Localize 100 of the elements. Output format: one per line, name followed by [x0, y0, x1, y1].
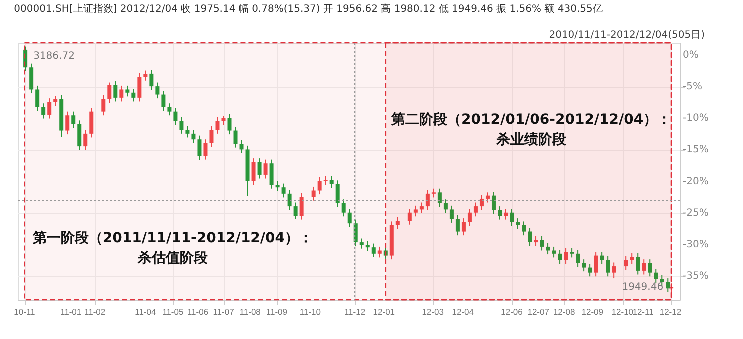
- candlestick: [198, 135, 202, 161]
- candlestick: [192, 130, 196, 144]
- candlestick: [72, 111, 76, 129]
- candlestick: [648, 259, 652, 278]
- candlestick: [444, 199, 448, 214]
- candlestick: [414, 205, 418, 218]
- x-tick-label: 12-06: [501, 307, 524, 317]
- candlestick: [612, 262, 616, 280]
- candlestick: [216, 117, 220, 134]
- candlestick: [384, 246, 388, 260]
- candlestick: [492, 192, 496, 215]
- candlestick: [654, 268, 658, 284]
- candlestick: [450, 205, 454, 224]
- candlestick: [372, 243, 376, 258]
- x-tick-label: 12-08: [553, 307, 576, 317]
- chart-subtitle: 2010/11/11-2012/12/04(505日): [549, 30, 706, 41]
- candlestick: [408, 208, 412, 226]
- candlestick: [180, 117, 184, 134]
- x-tick-label: 11-06: [187, 307, 209, 317]
- candlestick: [126, 85, 130, 98]
- candlestick: [636, 252, 640, 276]
- candlestick: [600, 252, 604, 265]
- candlestick: [540, 236, 544, 252]
- candlestick: [114, 81, 118, 102]
- candlestick: [132, 88, 136, 102]
- candlestick: [138, 72, 142, 102]
- candlestick: [330, 176, 334, 189]
- candlestick: [24, 46, 28, 72]
- candlestick: [624, 256, 628, 271]
- candlestick: [312, 186, 316, 202]
- candlestick: [300, 192, 304, 220]
- x-tick-label: 11-09: [266, 307, 288, 317]
- y-tick-label: -30%: [683, 239, 709, 250]
- candlestick: [144, 70, 148, 82]
- candlestick: [108, 82, 112, 104]
- candlestick: [258, 158, 262, 180]
- x-tick-label: 11-04: [135, 307, 157, 317]
- candlestick: [276, 180, 280, 192]
- candlestick: [150, 70, 154, 91]
- candlestick: [438, 188, 442, 208]
- candlestick: [396, 216, 400, 230]
- candlestick: [666, 278, 670, 293]
- candlestick: [534, 236, 538, 247]
- candlestick: [348, 208, 352, 228]
- x-tick-label: 11-10: [300, 307, 322, 317]
- candlestick: [462, 218, 466, 236]
- candlestick: [342, 199, 346, 218]
- candlestick: [102, 94, 106, 116]
- candlestick: [162, 90, 166, 112]
- x-tick-label: 11-02: [84, 307, 106, 317]
- candlestick: [168, 103, 172, 116]
- x-tick-label: 10-11: [14, 307, 36, 317]
- band-label: 第二阶段（2012/01/06-2012/12/04）：杀业绩阶段: [390, 112, 672, 148]
- candlestick: [582, 259, 586, 272]
- candlestick: [288, 190, 292, 211]
- candlestick: [366, 240, 370, 252]
- candlestick: [318, 177, 322, 196]
- candlestick: [78, 120, 82, 151]
- candlestick: [336, 180, 340, 208]
- candlestick: [294, 202, 298, 220]
- candlestick: [90, 108, 94, 138]
- candlestick: [588, 264, 592, 278]
- x-tick-label: 12-10: [612, 307, 634, 317]
- candlestick: [282, 183, 286, 198]
- candlestick: [240, 140, 244, 154]
- candlestick: [594, 252, 598, 278]
- candlestick: [630, 252, 634, 265]
- x-tick-label: 12-04: [452, 307, 474, 317]
- chart-title: 000001.SH[上证指数] 2012/12/04 收 1975.14 幅 0.78%(15.37) 开 1956.62 高 1980.12 低 1949.46 振 1.56% 额 430.55亿: [14, 3, 603, 15]
- candlestick: [54, 96, 58, 107]
- y-tick-label: -20%: [683, 176, 709, 188]
- candlestick: [120, 85, 124, 102]
- candlestick: [36, 85, 40, 112]
- candlestick: [486, 192, 490, 204]
- candlestick: [30, 63, 34, 94]
- candlestick: [426, 190, 430, 211]
- x-tick-label: 12-01: [373, 307, 396, 317]
- candlestick: [576, 250, 580, 268]
- x-tick-label: 11-05: [162, 307, 184, 317]
- candlestick: [498, 206, 502, 220]
- candlestick: [174, 108, 178, 126]
- candlestick: [516, 218, 520, 230]
- candlestick: [156, 82, 160, 100]
- x-tick-label: 12-12: [660, 307, 682, 317]
- candlestick: [468, 208, 472, 227]
- candlestick: [186, 126, 190, 138]
- candlestick: [228, 114, 232, 136]
- candlestick: [66, 111, 70, 136]
- x-tick-label: 11-07: [213, 307, 235, 317]
- candlestick: [570, 248, 574, 258]
- x-tick-label: 12-07: [528, 307, 550, 317]
- candlestick: [564, 248, 568, 265]
- band-label: 第一阶段（2011/11/11-2012/12/04）：杀估值阶段: [32, 230, 314, 266]
- x-tick-label: 11-08: [240, 307, 262, 317]
- x-tick-label: 12-11: [632, 307, 654, 317]
- candlestick: [204, 139, 208, 160]
- annotation: 1949.46: [622, 282, 664, 293]
- candlestick: [546, 242, 550, 256]
- y-tick-label: 0%: [683, 50, 699, 61]
- candlestick: [210, 126, 214, 148]
